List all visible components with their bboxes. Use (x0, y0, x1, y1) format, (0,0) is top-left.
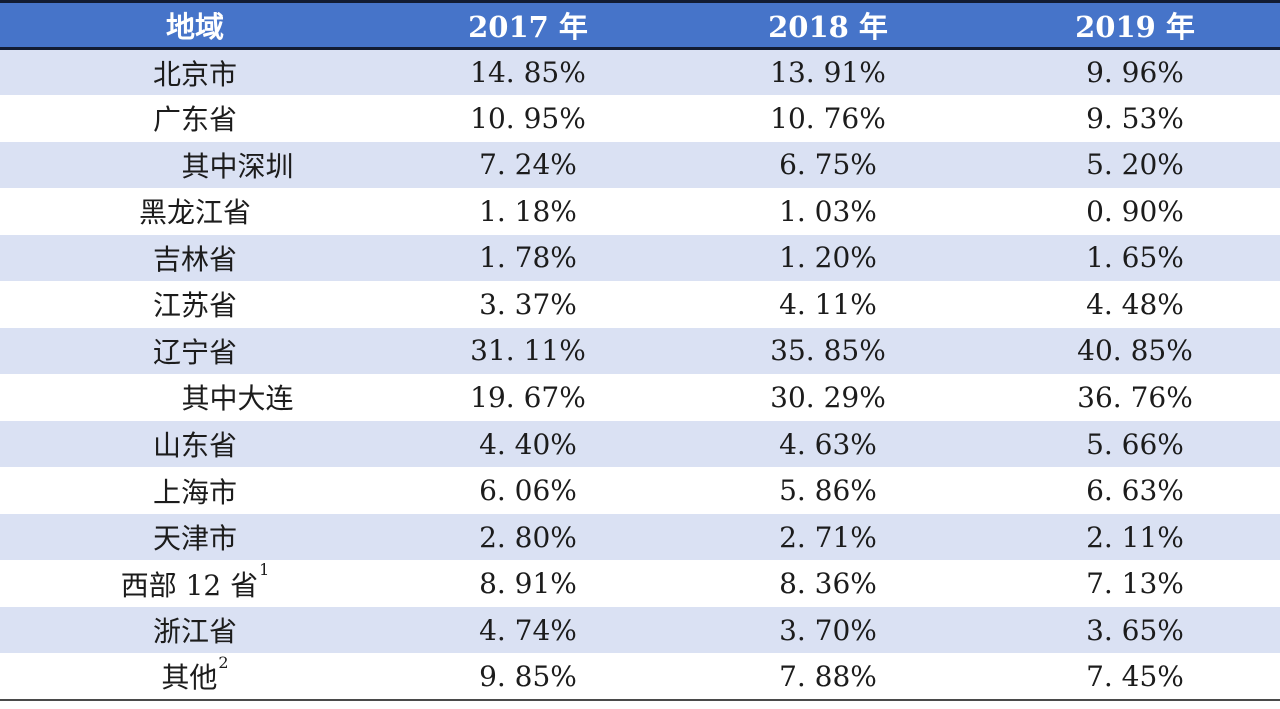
value-2017-cell: 7. 24% (479, 148, 577, 182)
table-row: 黑龙江省 1. 18% 1. 03% 0. 90% (0, 188, 1280, 235)
table-row: 浙江省 4. 74% 3. 70% 3. 65% (0, 606, 1280, 654)
value-2019-cell: 40. 85% (1077, 334, 1193, 368)
value-2019-cell: 9. 53% (1086, 101, 1184, 135)
value-2019-cell: 3. 65% (1086, 613, 1184, 647)
region-label: 江苏省 (152, 289, 237, 323)
value-2018-cell: 6. 75% (779, 148, 877, 182)
region-cell: 上海市 (0, 467, 390, 514)
table-row: 山东省 4. 40% 4. 63% 5. 66% (0, 420, 1280, 468)
table-row: 西部 12 省1 8. 91% 8. 36% 7. 13% (0, 560, 1280, 607)
region-label: 其他 (161, 661, 218, 695)
region-cell: 江苏省 (0, 281, 390, 328)
table-row: 天津市 2. 80% 2. 71% 2. 11% (0, 513, 1280, 561)
value-2018-cell: 10. 76% (770, 101, 886, 135)
region-cell: 西部 12 省1 (0, 560, 390, 607)
table-header-row: 地域 2017 年 2018 年 2019 年 (0, 1, 1280, 50)
value-2019-cell: 0. 90% (1086, 194, 1184, 228)
value-2017-cell: 1. 78% (479, 241, 577, 275)
value-2019-cell: 5. 66% (1086, 427, 1184, 461)
value-2017-cell: 8. 91% (479, 567, 577, 601)
region-cell: 其他2 (0, 653, 390, 700)
value-2017-cell: 4. 40% (479, 427, 577, 461)
region-cell: 其中大连 (0, 374, 390, 421)
value-2017-cell: 4. 74% (479, 613, 577, 647)
region-cell: 北京市 (0, 49, 390, 96)
region-label: 上海市 (152, 475, 237, 509)
value-2019-cell: 5. 20% (1086, 148, 1184, 182)
table-row: 北京市 14. 85% 13. 91% 9. 96% (0, 48, 1280, 96)
value-2019-cell: 2. 11% (1086, 520, 1184, 554)
value-2019-cell: 36. 76% (1077, 380, 1193, 414)
region-label: 辽宁省 (152, 335, 237, 369)
value-2019-cell: 1. 65% (1086, 241, 1184, 275)
value-2018-cell: 35. 85% (770, 334, 886, 368)
value-2018-cell: 1. 03% (779, 194, 877, 228)
value-2019-cell: 7. 13% (1086, 567, 1184, 601)
table-row: 广东省 10. 95% 10. 76% 9. 53% (0, 95, 1280, 142)
region-label: 其中深圳 (181, 149, 294, 183)
value-2018-cell: 7. 88% (779, 659, 877, 693)
column-header-2017: 2017 年 (390, 1, 666, 50)
region-cell: 广东省 (0, 95, 390, 142)
table-row: 其中大连 19. 67% 30. 29% 36. 76% (0, 374, 1280, 421)
region-label: 北京市 (152, 57, 237, 91)
region-label: 黑龙江省 (138, 196, 251, 230)
value-2018-cell: 30. 29% (770, 380, 886, 414)
region-label: 浙江省 (152, 615, 237, 649)
region-label: 西部 12 省 (120, 568, 259, 602)
value-2019-cell: 6. 63% (1086, 474, 1184, 508)
value-2018-cell: 4. 63% (779, 427, 877, 461)
value-2017-cell: 19. 67% (470, 380, 586, 414)
region-cell: 辽宁省 (0, 328, 390, 375)
value-2018-cell: 4. 11% (779, 287, 877, 321)
region-label: 广东省 (152, 103, 237, 137)
column-header-2018: 2018 年 (666, 1, 990, 50)
value-2017-cell: 31. 11% (470, 334, 586, 368)
value-2017-cell: 14. 85% (470, 56, 586, 90)
value-2017-cell: 2. 80% (479, 520, 577, 554)
region-label: 天津市 (152, 522, 237, 556)
region-label: 山东省 (152, 429, 237, 463)
table-row: 其中深圳 7. 24% 6. 75% 5. 20% (0, 141, 1280, 189)
value-2018-cell: 2. 71% (779, 520, 877, 554)
value-2017-cell: 6. 06% (479, 474, 577, 508)
value-2019-cell: 7. 45% (1086, 659, 1184, 693)
table-row: 其他2 9. 85% 7. 88% 7. 45% (0, 653, 1280, 700)
table-row: 辽宁省 31. 11% 35. 85% 40. 85% (0, 327, 1280, 375)
value-2017-cell: 10. 95% (470, 101, 586, 135)
value-2018-cell: 5. 86% (779, 474, 877, 508)
region-label: 其中大连 (181, 382, 294, 416)
region-cell: 黑龙江省 (0, 188, 390, 235)
value-2018-cell: 3. 70% (779, 613, 877, 647)
value-2017-cell: 3. 37% (479, 287, 577, 321)
region-label: 吉林省 (152, 242, 237, 276)
value-2018-cell: 1. 20% (779, 241, 877, 275)
region-footnote-superscript: 1 (259, 560, 270, 580)
region-cell: 吉林省 (0, 235, 390, 282)
table-row: 吉林省 1. 78% 1. 20% 1. 65% (0, 234, 1280, 282)
value-2018-cell: 8. 36% (779, 567, 877, 601)
column-header-region: 地域 (0, 1, 390, 50)
value-2019-cell: 9. 96% (1086, 56, 1184, 90)
value-2018-cell: 13. 91% (770, 56, 886, 90)
table-row: 江苏省 3. 37% 4. 11% 4. 48% (0, 281, 1280, 328)
value-2019-cell: 4. 48% (1086, 287, 1184, 321)
value-2017-cell: 9. 85% (479, 659, 577, 693)
region-cell: 山东省 (0, 421, 390, 468)
region-cell: 天津市 (0, 514, 390, 561)
table-row: 上海市 6. 06% 5. 86% 6. 63% (0, 467, 1280, 514)
value-2017-cell: 1. 18% (479, 194, 577, 228)
region-footnote-superscript: 2 (218, 653, 229, 673)
region-cell: 其中深圳 (0, 142, 390, 189)
region-cell: 浙江省 (0, 607, 390, 654)
column-header-2019: 2019 年 (990, 1, 1280, 50)
